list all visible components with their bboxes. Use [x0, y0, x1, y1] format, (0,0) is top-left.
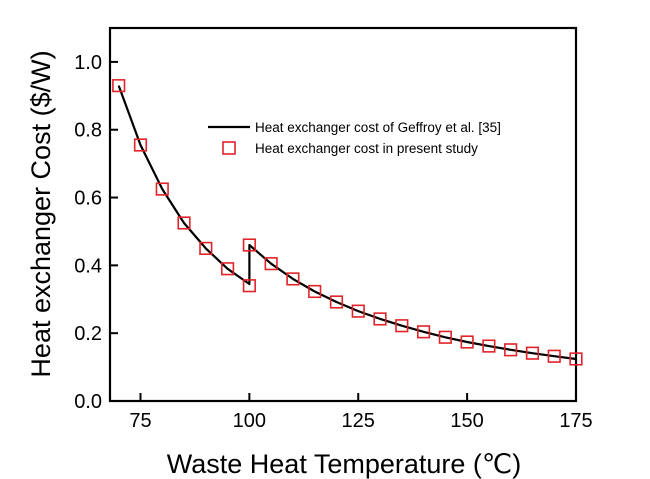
data-point-marker — [547, 349, 561, 363]
data-point-marker — [308, 284, 322, 299]
series-layer — [112, 79, 583, 366]
data-point-marker — [155, 182, 169, 196]
legend-marker-swatch — [222, 141, 236, 155]
series-line — [117, 85, 577, 361]
data-point-marker — [242, 279, 256, 293]
data-point-marker — [438, 330, 452, 344]
data-point-marker — [286, 272, 300, 286]
x-tick-label: 175 — [559, 410, 592, 432]
y-axis-title: Heat exchanger Cost ($/W) — [26, 50, 56, 377]
legend-label: Heat exchanger cost of Geffroy et al. [3… — [255, 120, 501, 135]
data-point-marker — [329, 295, 344, 309]
axis-tick-labels: 75 100 125 150 175 0.0 0.2 0.4 0.6 0.8 1.0 — [74, 52, 593, 432]
x-tick-label: 100 — [233, 410, 266, 432]
data-point-marker — [133, 138, 148, 152]
data-point-marker — [264, 257, 278, 271]
y-tick-label: 0.0 — [74, 391, 102, 413]
plot-frame — [108, 26, 578, 403]
data-point-marker — [242, 238, 256, 252]
x-tick-label: 125 — [342, 410, 375, 432]
y-tick-label: 0.8 — [74, 120, 102, 142]
y-tick-label: 0.4 — [74, 255, 102, 277]
legend: Heat exchanger cost of Geffroy et al. [3… — [208, 120, 501, 156]
data-point-marker — [525, 346, 540, 360]
y-tick-label: 0.6 — [74, 188, 102, 210]
y-tick-label: 0.2 — [74, 323, 102, 345]
data-point-marker — [112, 79, 126, 93]
x-tick-label: 75 — [129, 410, 151, 432]
data-point-marker — [373, 312, 387, 326]
data-point-marker — [504, 343, 518, 357]
axis-ticks — [110, 60, 577, 402]
data-point-marker — [177, 216, 191, 230]
data-point-marker — [395, 319, 409, 333]
data-point-marker — [220, 262, 235, 276]
data-point-marker — [199, 241, 213, 256]
data-point-marker — [460, 335, 474, 349]
data-point-marker — [416, 325, 431, 339]
data-point-marker — [482, 339, 496, 353]
data-point-marker — [569, 352, 583, 366]
data-point-marker — [351, 304, 365, 318]
plot-area-border — [108, 26, 578, 403]
y-tick-label: 1.0 — [74, 52, 102, 74]
x-tick-label: 150 — [450, 410, 483, 432]
legend-label: Heat exchanger cost in present study — [255, 141, 478, 156]
x-axis-title: Waste Heat Temperature (℃) — [167, 449, 521, 479]
